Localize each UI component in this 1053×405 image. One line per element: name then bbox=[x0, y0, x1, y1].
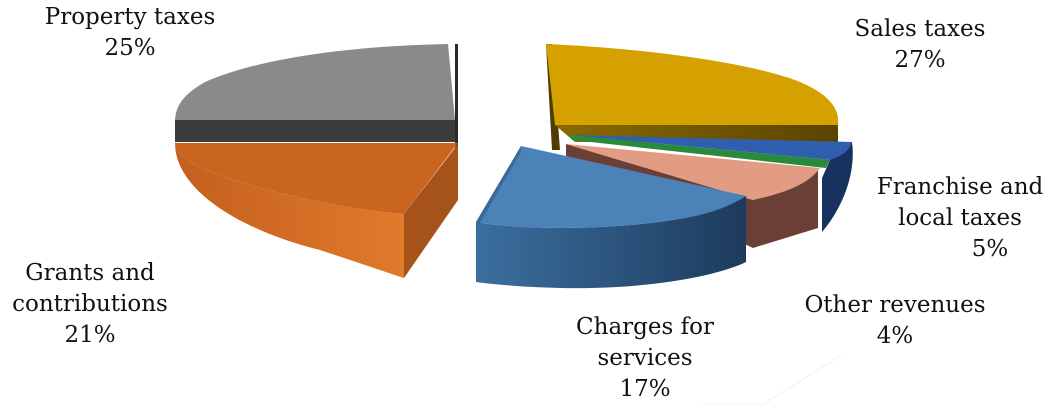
label-grants-name: Grants and contributions bbox=[12, 260, 168, 317]
slice-property-taxes bbox=[175, 44, 458, 182]
slice-property-taxes-side bbox=[175, 120, 455, 142]
slice-grants-and-contributions bbox=[175, 143, 458, 278]
watermark-stroke bbox=[700, 354, 843, 405]
label-other-revenues: Other revenues 4% bbox=[790, 290, 1000, 352]
label-sales-taxes: Sales taxes 27% bbox=[820, 14, 1020, 76]
slice-franchise-and-local-taxes bbox=[570, 135, 853, 232]
slice-grants-top bbox=[175, 143, 458, 214]
label-other-revenues-value: 4% bbox=[876, 323, 914, 349]
slice-charges-top bbox=[476, 146, 746, 228]
label-charges-value: 17% bbox=[619, 376, 671, 402]
label-property-taxes-value: 25% bbox=[104, 35, 156, 61]
label-property-taxes: Property taxes 25% bbox=[30, 2, 230, 64]
slice-charges-edge bbox=[476, 146, 521, 230]
slice-franchise-top bbox=[570, 135, 852, 160]
label-other-revenues-name: Other revenues bbox=[804, 292, 986, 318]
slice-charges-side-front bbox=[476, 196, 746, 289]
label-franchise-value: 5% bbox=[971, 236, 1009, 262]
label-charges-for-services: Charges for services 17% bbox=[555, 312, 735, 405]
slice-sales-taxes bbox=[546, 44, 839, 150]
label-grants-value: 21% bbox=[64, 322, 116, 348]
slice-charges-for-services bbox=[476, 146, 746, 289]
slice-grants-side-inner bbox=[404, 144, 458, 278]
label-sales-taxes-name: Sales taxes bbox=[854, 16, 986, 42]
label-franchise-and-local-taxes: Franchise and local taxes 5% bbox=[870, 172, 1050, 265]
slice-grants-side-outer bbox=[175, 143, 404, 278]
label-grants-and-contributions: Grants and contributions 21% bbox=[5, 258, 175, 351]
label-franchise-name: Franchise and local taxes bbox=[876, 174, 1044, 231]
slice-other-revenues-top bbox=[566, 144, 820, 200]
slice-sales-taxes-top bbox=[546, 44, 839, 125]
label-sales-taxes-value: 27% bbox=[894, 47, 946, 73]
label-property-taxes-name: Property taxes bbox=[44, 4, 216, 30]
slice-franchise-edge bbox=[570, 135, 830, 168]
label-charges-name: Charges for services bbox=[576, 314, 714, 371]
slice-franchise-side bbox=[822, 142, 853, 232]
slice-property-taxes-top bbox=[175, 44, 455, 120]
